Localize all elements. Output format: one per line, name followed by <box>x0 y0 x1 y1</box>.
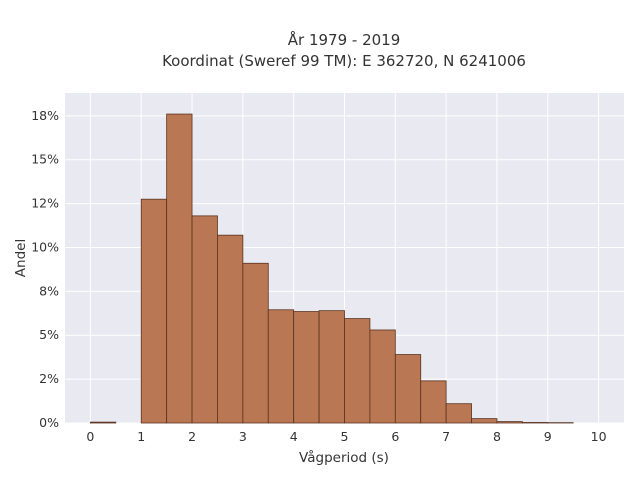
histogram-bar <box>242 262 269 424</box>
histogram-bar <box>344 318 371 424</box>
y-tick-label: 18% <box>31 108 59 123</box>
x-tick-label: 0 <box>86 429 94 444</box>
histogram-bar <box>369 329 396 424</box>
y-tick-label: 12% <box>31 196 59 211</box>
y-tick-label: 2% <box>39 371 59 386</box>
bars <box>90 113 574 424</box>
x-tick-label: 6 <box>391 429 399 444</box>
histogram-bar <box>521 422 549 424</box>
histogram-bar <box>318 310 345 424</box>
chart-title-line-2: Koordinat (Sweref 99 TM): E 362720, N 62… <box>162 52 526 70</box>
x-tick-label: 7 <box>442 429 450 444</box>
histogram-bar <box>496 421 523 424</box>
histogram-bar <box>217 234 244 424</box>
histogram-bar <box>394 354 422 424</box>
histogram-bar <box>471 418 498 424</box>
histogram-bar <box>90 421 117 424</box>
histogram-bar <box>445 403 472 424</box>
histogram-bar <box>191 215 218 424</box>
y-tick-label: 10% <box>31 239 59 254</box>
x-tick-label: 1 <box>137 429 145 444</box>
x-tick-label: 9 <box>544 429 552 444</box>
x-tick-label: 5 <box>341 429 349 444</box>
x-tick-label: 4 <box>290 429 298 444</box>
histogram-bar <box>166 113 193 424</box>
y-tick-label: 5% <box>39 327 59 342</box>
x-tick-label: 3 <box>239 429 247 444</box>
histogram-bar <box>267 309 295 424</box>
y-tick-label: 15% <box>31 152 59 167</box>
histogram-bar <box>293 311 320 424</box>
x-axis-label: Vågperiod (s) <box>299 449 389 466</box>
x-tick-label: 10 <box>591 429 607 444</box>
x-tick-labels: 0 1 2 3 4 5 6 7 8 9 10 <box>86 429 606 444</box>
histogram-bar <box>420 380 447 424</box>
y-tick-label: 8% <box>39 283 59 298</box>
chart-title-line-1: År 1979 - 2019 <box>288 30 401 49</box>
x-tick-label: 2 <box>188 429 196 444</box>
x-tick-label: 8 <box>493 429 501 444</box>
histogram-bar <box>140 198 168 424</box>
y-tick-labels: 0% 2% 5% 8% 10% 12% 15% 18% <box>31 108 59 430</box>
y-tick-label: 0% <box>39 415 59 430</box>
y-axis-label: Andel <box>13 239 29 277</box>
